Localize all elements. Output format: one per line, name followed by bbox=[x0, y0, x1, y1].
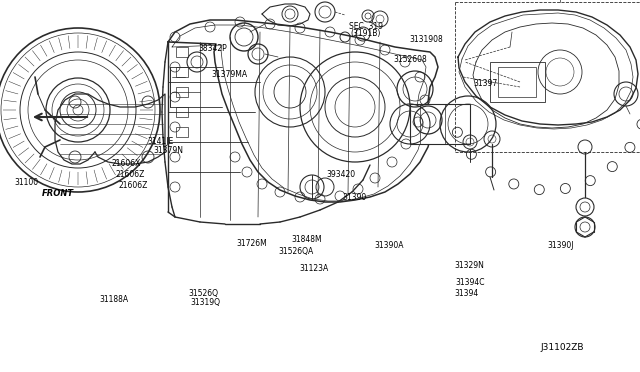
Text: 21606Z: 21606Z bbox=[118, 182, 148, 190]
Text: 31848M: 31848M bbox=[291, 235, 322, 244]
Bar bbox=[176, 67, 188, 77]
Text: 31390J: 31390J bbox=[547, 241, 573, 250]
Text: 38342P: 38342P bbox=[198, 44, 227, 53]
Text: 31188A: 31188A bbox=[99, 295, 129, 304]
Bar bbox=[410, 104, 470, 144]
Text: 31526QA: 31526QA bbox=[278, 247, 314, 256]
Text: 31726M: 31726M bbox=[237, 239, 268, 248]
Text: FRONT: FRONT bbox=[42, 189, 74, 198]
Text: J31102ZB: J31102ZB bbox=[541, 343, 584, 352]
Text: 31100: 31100 bbox=[14, 178, 38, 187]
Text: 31390: 31390 bbox=[342, 193, 367, 202]
Text: 31319Q: 31319Q bbox=[190, 298, 220, 307]
Bar bbox=[490, 62, 545, 102]
Text: 31329N: 31329N bbox=[454, 262, 484, 270]
Text: 31379N: 31379N bbox=[154, 146, 184, 155]
Bar bbox=[176, 87, 188, 97]
Bar bbox=[176, 107, 188, 117]
Text: 21606X: 21606X bbox=[112, 159, 141, 168]
Text: SEC. 319: SEC. 319 bbox=[349, 22, 383, 31]
Bar bbox=[176, 127, 188, 137]
Text: (3191B): (3191B) bbox=[351, 29, 381, 38]
Text: 31394C: 31394C bbox=[456, 278, 485, 287]
Bar bbox=[176, 47, 188, 57]
Text: 393420: 393420 bbox=[326, 170, 356, 179]
Text: 3152608: 3152608 bbox=[394, 55, 428, 64]
Text: 31379MA: 31379MA bbox=[211, 70, 247, 79]
Text: 3141JE: 3141JE bbox=[147, 137, 173, 146]
Text: 3131908: 3131908 bbox=[410, 35, 444, 44]
Text: 21606Z: 21606Z bbox=[115, 170, 145, 179]
Text: 31394: 31394 bbox=[454, 289, 479, 298]
Bar bbox=[498, 67, 536, 97]
Text: 31390A: 31390A bbox=[374, 241, 404, 250]
Text: 31123A: 31123A bbox=[300, 264, 329, 273]
Text: 31526Q: 31526Q bbox=[189, 289, 219, 298]
Text: 31397: 31397 bbox=[474, 79, 498, 88]
